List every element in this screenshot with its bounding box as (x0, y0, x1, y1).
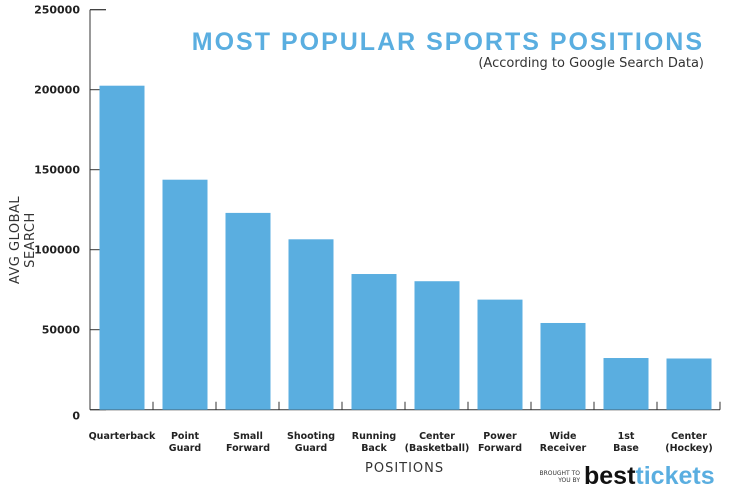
y-tick-label: 200000 (34, 84, 80, 97)
besttickets-logo: BROUGHT TO YOU BY best tickets (525, 462, 715, 491)
x-tick-label: Point Guard (169, 431, 201, 454)
brand-prefix: BROUGHT TO YOU BY (525, 470, 580, 484)
bar (414, 281, 460, 410)
y-tick-label: 100000 (34, 244, 80, 257)
bar (477, 299, 523, 410)
x-tick-label: Small Forward (226, 431, 270, 454)
bar (99, 85, 145, 410)
x-tick-label: Wide Receiver (540, 431, 587, 454)
bar (351, 274, 397, 410)
bar (162, 179, 208, 410)
x-tick-label: Shooting Guard (287, 431, 335, 454)
x-tick-label: Quarterback (89, 431, 156, 442)
x-tick-label: Power Forward (478, 431, 522, 454)
y-tick-label: 150000 (34, 164, 80, 177)
x-tick-label: Center (Hockey) (665, 431, 713, 454)
y-tick-label: 50000 (42, 324, 81, 337)
x-tick-label: 1st Base (613, 431, 639, 454)
chart-title: MOST POPULAR SPORTS POSITIONS (191, 28, 704, 56)
x-tick-label: Center (Basketball) (405, 431, 470, 454)
x-tick-label: Running Back (352, 431, 396, 454)
chart-subtitle: (According to Google Search Data) (478, 56, 704, 71)
brand-prefix-line2: YOU BY (558, 476, 580, 484)
bar (603, 358, 649, 410)
y-axis-label: AVG GLOBAL SEARCH (8, 195, 38, 285)
brand-best: best (584, 462, 636, 490)
bar (288, 239, 334, 410)
x-axis-label: POSITIONS (365, 461, 445, 476)
brand-prefix-line1: BROUGHT TO (539, 469, 580, 477)
y-tick-label: 250000 (34, 4, 80, 17)
y-tick-label: 0 (72, 410, 80, 423)
bar (666, 358, 712, 410)
brand-tickets: tickets (635, 462, 715, 490)
bar (540, 322, 586, 410)
bar (225, 212, 271, 410)
